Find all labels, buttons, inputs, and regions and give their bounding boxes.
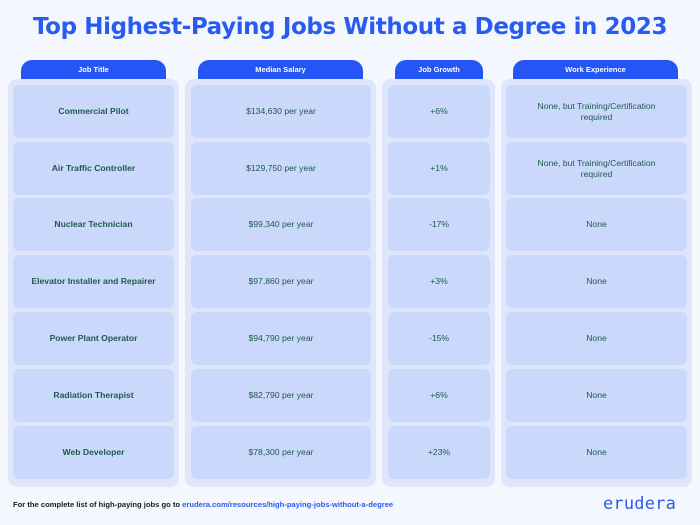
- cell-median-salary: $82,790 per year: [191, 369, 371, 422]
- cell-median-salary: $129,750 per year: [191, 142, 371, 195]
- cell-job-growth: +1%: [388, 142, 490, 195]
- header-median-salary: Median Salary: [198, 60, 363, 79]
- cell-job-title: Web Developer: [13, 426, 174, 479]
- cell-job-title: Power Plant Operator: [13, 312, 174, 365]
- footer-text: For the complete list of high-paying job…: [13, 500, 183, 509]
- cell-job-title: Radiation Therapist: [13, 369, 174, 422]
- footer-note: For the complete list of high-paying job…: [13, 500, 393, 509]
- cell-work-experience: None: [506, 255, 687, 308]
- cell-job-growth: +23%: [388, 426, 490, 479]
- erudera-logo: erudera: [603, 494, 677, 514]
- header-job-growth: Job Growth: [395, 60, 483, 79]
- cell-job-growth: -17%: [388, 198, 490, 251]
- cell-median-salary: $78,300 per year: [191, 426, 371, 479]
- column-body-median-salary: $134,630 per year $129,750 per year $99,…: [185, 79, 376, 487]
- header-work-experience: Work Experience: [513, 60, 678, 79]
- cell-median-salary: $97,860 per year: [191, 255, 371, 308]
- cell-job-growth: +6%: [388, 369, 490, 422]
- cell-work-experience: None: [506, 369, 687, 422]
- cell-median-salary: $99,340 per year: [191, 198, 371, 251]
- cell-job-title: Air Traffic Controller: [13, 142, 174, 195]
- cell-median-salary: $134,630 per year: [191, 85, 371, 138]
- cell-job-title: Commercial Pilot: [13, 85, 174, 138]
- cell-work-experience: None: [506, 198, 687, 251]
- column-body-job-title: Commercial Pilot Air Traffic Controller …: [8, 79, 179, 487]
- cell-median-salary: $94,790 per year: [191, 312, 371, 365]
- cell-work-experience: None, but Training/Certification require…: [506, 142, 687, 195]
- cell-work-experience: None, but Training/Certification require…: [506, 85, 687, 138]
- cell-job-title: Elevator Installer and Repairer: [13, 255, 174, 308]
- footer-link[interactable]: erudera.com/resources/high-paying-jobs-w…: [182, 500, 394, 509]
- cell-job-growth: -15%: [388, 312, 490, 365]
- column-body-work-experience: None, but Training/Certification require…: [501, 79, 692, 487]
- page-title: Top Highest-Paying Jobs Without a Degree…: [32, 14, 668, 40]
- header-job-title: Job Title: [21, 60, 166, 79]
- cell-work-experience: None: [506, 426, 687, 479]
- cell-work-experience: None: [506, 312, 687, 365]
- cell-job-growth: +3%: [388, 255, 490, 308]
- cell-job-title: Nuclear Technician: [13, 198, 174, 251]
- cell-job-growth: +6%: [388, 85, 490, 138]
- column-body-job-growth: +6% +1% -17% +3% -15% +6% +23%: [382, 79, 495, 487]
